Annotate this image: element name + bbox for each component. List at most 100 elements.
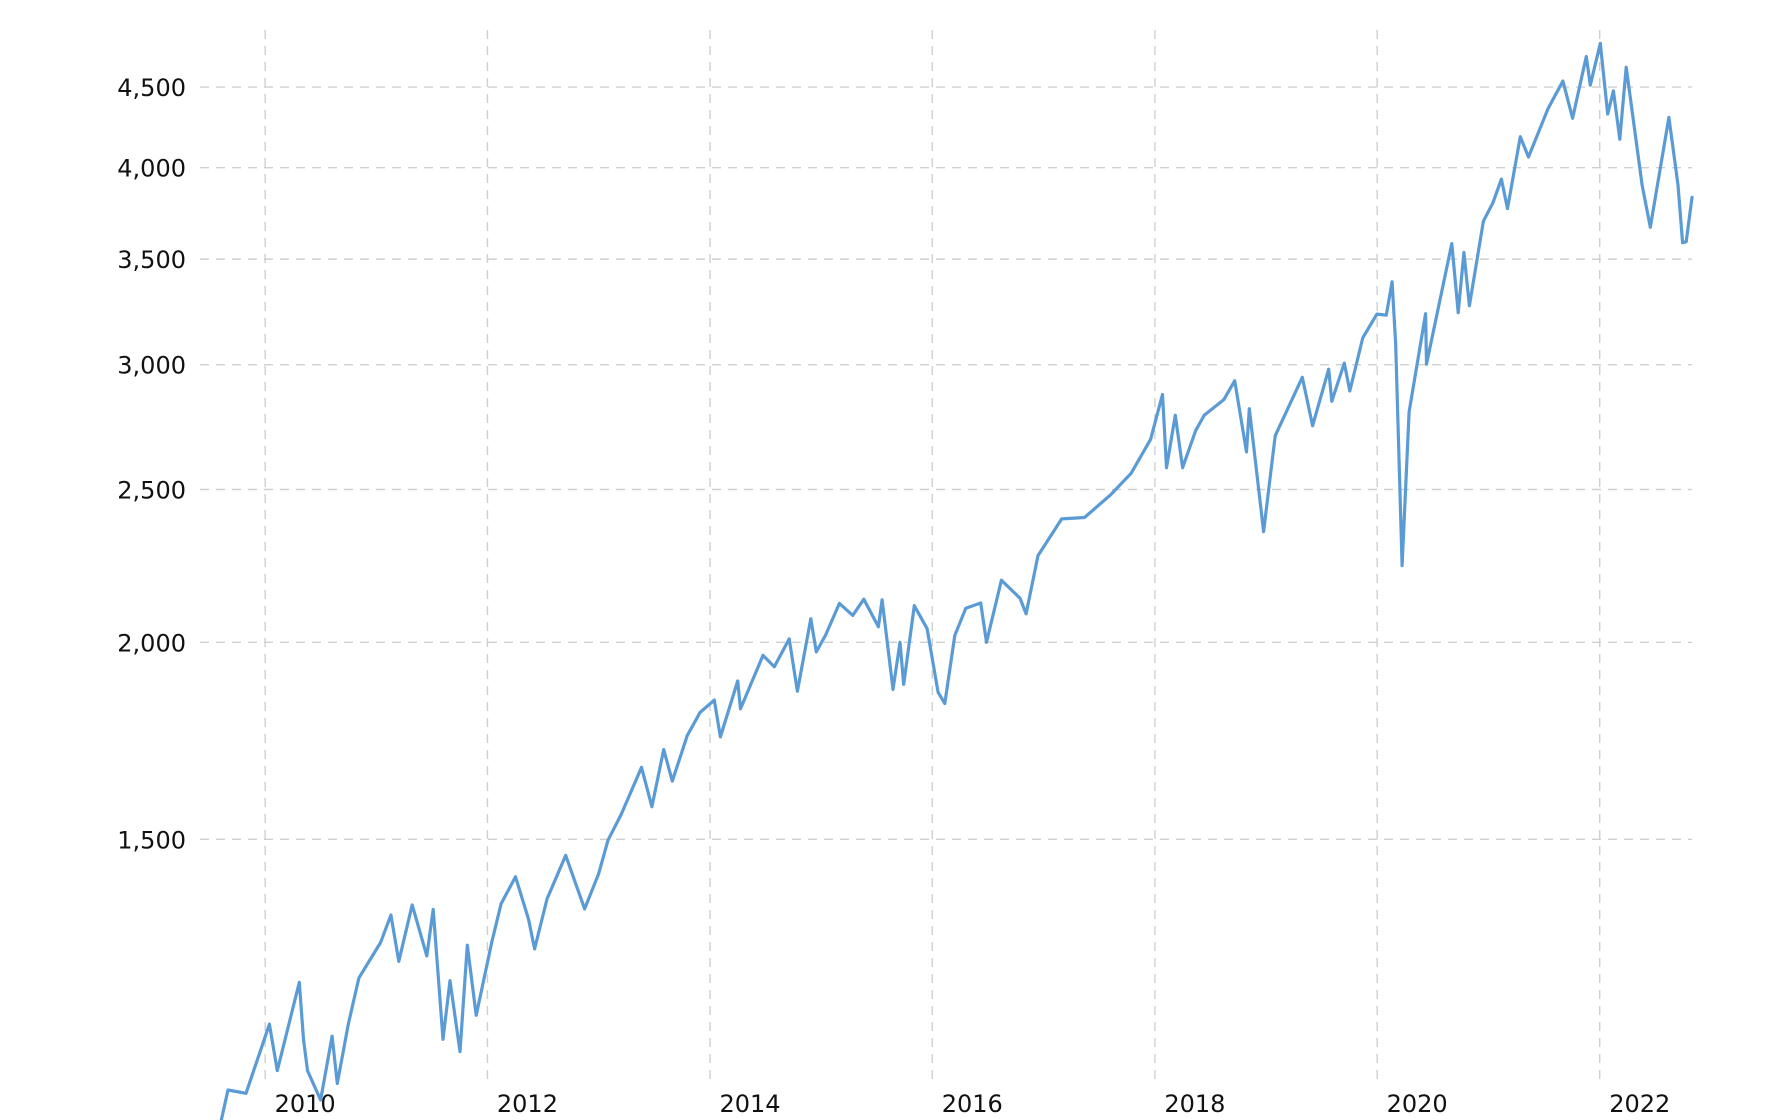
data-point	[1546, 107, 1550, 111]
data-point	[761, 654, 765, 657]
data-point	[431, 908, 435, 911]
data-point	[397, 960, 401, 963]
data-point	[302, 1037, 305, 1041]
data-point	[1060, 517, 1064, 521]
data-point	[533, 947, 536, 951]
data-point	[1024, 612, 1028, 616]
data-point	[1527, 155, 1530, 159]
data-point	[1384, 313, 1388, 317]
data-point	[1233, 379, 1237, 383]
data-point	[458, 1050, 462, 1053]
y-tick-label: 2,500	[117, 477, 186, 505]
data-point	[1584, 55, 1588, 58]
y-tick-label: 1,500	[117, 826, 186, 854]
data-point	[985, 640, 988, 644]
data-point	[964, 606, 968, 610]
y-tick-label: 3,000	[117, 352, 186, 380]
data-point	[650, 805, 654, 809]
data-point	[448, 979, 452, 983]
data-point	[1273, 434, 1277, 438]
data-point	[1618, 137, 1622, 141]
data-point	[824, 634, 827, 637]
data-point	[1561, 79, 1565, 83]
data-point	[319, 1098, 322, 1102]
data-point	[1482, 219, 1485, 223]
data-point	[527, 917, 530, 921]
data-point	[1083, 516, 1086, 519]
data-point	[606, 838, 610, 842]
data-point	[1571, 116, 1574, 120]
x-tick-label: 2018	[1164, 1090, 1225, 1118]
data-point	[1491, 201, 1495, 205]
data-point	[1425, 362, 1428, 366]
data-point	[877, 625, 880, 629]
data-point	[1194, 429, 1198, 432]
data-point	[410, 903, 414, 907]
data-point	[880, 598, 884, 602]
data-point	[943, 702, 947, 705]
data-point	[862, 597, 866, 601]
data-point	[912, 604, 916, 607]
data-point	[1468, 304, 1471, 308]
data-point	[712, 698, 716, 702]
data-point	[1161, 393, 1164, 396]
data-point	[1181, 466, 1184, 470]
data-point	[925, 627, 929, 631]
data-point	[1588, 83, 1592, 87]
data-point	[1330, 399, 1334, 403]
data-point	[1018, 596, 1022, 600]
data-point	[226, 1088, 230, 1092]
data-point	[1361, 336, 1365, 340]
data-point	[1500, 177, 1503, 181]
x-tick-label: 2012	[497, 1090, 558, 1118]
data-point	[564, 854, 568, 857]
data-point	[357, 976, 361, 980]
data-point	[441, 1037, 445, 1041]
data-point	[268, 1022, 271, 1026]
y-tick-label: 4,000	[117, 155, 186, 183]
data-point	[1612, 89, 1615, 93]
series-group	[219, 41, 1694, 1120]
data-point	[1518, 135, 1522, 139]
data-point	[1676, 183, 1680, 187]
data-point	[379, 941, 382, 944]
y-tick-label: 3,500	[117, 246, 186, 274]
data-point	[1506, 207, 1509, 211]
data-point	[640, 766, 643, 769]
data-point	[685, 734, 689, 738]
data-point	[1036, 554, 1040, 557]
x-tick-label: 2016	[942, 1090, 1003, 1118]
y-tick-label: 4,500	[117, 74, 186, 102]
data-point	[1390, 280, 1394, 284]
data-point	[662, 748, 666, 751]
series-line	[219, 41, 1694, 1120]
data-point	[898, 640, 902, 644]
data-point	[936, 690, 940, 694]
data-point	[1424, 312, 1427, 316]
y-tick-label: 2,000	[117, 629, 186, 657]
data-point	[1598, 42, 1602, 45]
data-point	[1149, 437, 1152, 441]
x-tick-label: 2010	[275, 1090, 336, 1118]
data-point	[809, 617, 813, 621]
data-point	[772, 665, 776, 669]
y-axis-tick-labels: 1,500 2,000 2,500 3,000 3,500 4,000 4,500	[117, 74, 186, 854]
data-point	[474, 1013, 478, 1017]
y-gridlines	[200, 86, 1692, 840]
data-point	[953, 634, 957, 637]
data-point	[1450, 242, 1454, 246]
data-point	[1400, 564, 1404, 567]
data-point	[1435, 313, 1439, 317]
data-point	[583, 907, 586, 911]
data-point	[796, 689, 799, 693]
data-point	[346, 1022, 350, 1026]
data-point	[1109, 493, 1112, 497]
data-point	[1165, 466, 1168, 470]
data-point	[1202, 413, 1206, 417]
x-gridlines	[264, 30, 1601, 1080]
data-point	[736, 679, 740, 683]
data-point	[1684, 240, 1688, 244]
data-point	[1648, 225, 1652, 229]
data-point	[1407, 410, 1411, 414]
